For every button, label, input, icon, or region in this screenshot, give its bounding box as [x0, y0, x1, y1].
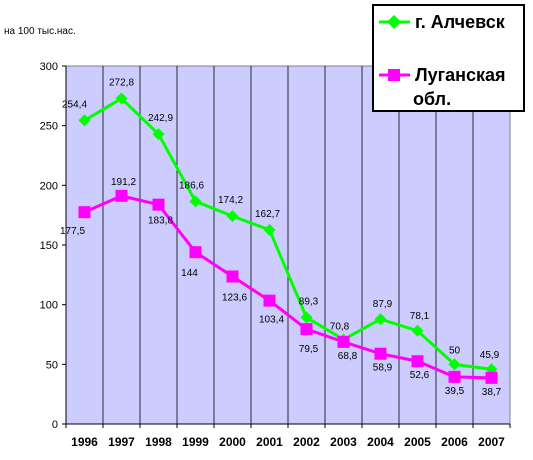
- data-point-lugansk: [263, 294, 276, 307]
- data-label-lugansk: 52,6: [410, 370, 430, 381]
- series-line-alchevsk: [83, 96, 492, 371]
- data-point-lugansk: [374, 347, 387, 360]
- series-line-lugansk: [83, 194, 492, 380]
- data-label-lugansk: 79,5: [299, 344, 319, 355]
- data-label-alchevsk: 50: [449, 345, 461, 356]
- y-tick-label: 250: [40, 121, 58, 133]
- data-label-lugansk: 68,8: [338, 351, 358, 362]
- data-point-lugansk: [226, 270, 239, 283]
- x-tick-label: 2005: [404, 435, 431, 449]
- data-label-alchevsk: 162,7: [255, 209, 280, 220]
- y-tick-label: 200: [40, 180, 58, 192]
- unit-label: на 100 тыс.нас.: [4, 26, 76, 37]
- data-label-alchevsk: 70,8: [330, 322, 350, 333]
- y-tick-label: 150: [40, 240, 58, 252]
- legend-marker-lugansk: [388, 69, 400, 81]
- legend-marker-alchevsk: [387, 15, 401, 29]
- data-point-lugansk: [78, 206, 91, 219]
- data-label-alchevsk: 254,4: [62, 99, 87, 110]
- legend-label-lugansk: Луганская обл.: [413, 65, 511, 109]
- x-axis: 1996 1997 1998 1999 2000 2001 2002 2003 2004 2005…: [65, 423, 511, 449]
- x-tick-label: 1996: [71, 435, 98, 449]
- data-point-lugansk: [448, 370, 461, 383]
- data-labels: 254,4 272,8 242,9 186,6 174,2 162,7 89,3 70,8 87…: [60, 77, 502, 397]
- data-label-alchevsk: 186,6: [179, 180, 204, 191]
- data-label-lugansk: 123,6: [222, 293, 247, 304]
- data-point-alchevsk: [448, 358, 461, 371]
- data-point-alchevsk: [411, 324, 424, 337]
- data-point-lugansk: [189, 246, 202, 259]
- data-label-lugansk: 191,2: [111, 177, 136, 188]
- data-label-alchevsk: 242,9: [148, 113, 173, 124]
- data-point-alchevsk: [374, 313, 387, 326]
- data-point-lugansk: [115, 189, 128, 202]
- x-tick-label: 1998: [145, 435, 172, 449]
- data-label-lugansk: 183,8: [148, 216, 173, 227]
- legend-label-lugansk-line2: обл.: [413, 89, 451, 109]
- data-label-alchevsk: 272,8: [109, 77, 134, 88]
- y-tick-label: 300: [40, 61, 58, 73]
- x-tick-label: 2001: [256, 435, 283, 449]
- data-point-alchevsk: [300, 311, 313, 324]
- data-point-lugansk: [300, 323, 313, 336]
- x-tick-label: 1999: [182, 435, 209, 449]
- data-point-alchevsk: [115, 92, 128, 105]
- data-label-lugansk: 58,9: [373, 363, 393, 374]
- data-point-alchevsk: [152, 128, 165, 141]
- x-tick-label: 1997: [108, 435, 135, 449]
- data-point-lugansk: [152, 198, 165, 211]
- data-label-lugansk: 177,5: [60, 226, 85, 237]
- data-point-alchevsk: [78, 114, 91, 127]
- x-tick-label: 2006: [441, 435, 468, 449]
- data-label-alchevsk: 45,9: [480, 350, 500, 361]
- data-label-lugansk: 38,7: [482, 387, 502, 398]
- data-point-alchevsk: [189, 195, 202, 208]
- x-tick-label: 2004: [367, 435, 394, 449]
- data-label-alchevsk: 89,3: [299, 296, 319, 307]
- data-point-lugansk: [337, 335, 350, 348]
- grid-lines: [102, 66, 474, 424]
- y-tick-label: 100: [40, 300, 58, 312]
- x-tick-label: 2000: [219, 435, 246, 449]
- x-tick-label: 2002: [293, 435, 320, 449]
- x-tick-label: 2007: [478, 435, 505, 449]
- data-point-alchevsk: [263, 223, 276, 236]
- legend-label-alchevsk: г. Алчевск: [415, 12, 506, 32]
- data-label-alchevsk: 174,2: [218, 195, 243, 206]
- data-label-lugansk: 39,5: [445, 386, 465, 397]
- data-label-alchevsk: 87,9: [373, 299, 393, 310]
- data-label-lugansk: 144: [181, 268, 198, 279]
- legend: г. Алчевск Луганская обл.: [372, 4, 525, 112]
- y-tick-label: 50: [46, 359, 58, 371]
- data-point-lugansk: [411, 355, 424, 368]
- data-label-lugansk: 103,4: [259, 315, 284, 326]
- data-point-alchevsk: [226, 210, 239, 223]
- y-tick-label: 0: [52, 419, 58, 431]
- series-layer: [78, 92, 498, 384]
- x-tick-label: 2003: [330, 435, 357, 449]
- legend-label-lugansk-line1: Луганская: [415, 65, 506, 85]
- data-label-alchevsk: 78,1: [410, 311, 430, 322]
- y-axis: 0 50 100 150 200 250 300: [40, 61, 67, 431]
- data-point-lugansk: [485, 371, 498, 384]
